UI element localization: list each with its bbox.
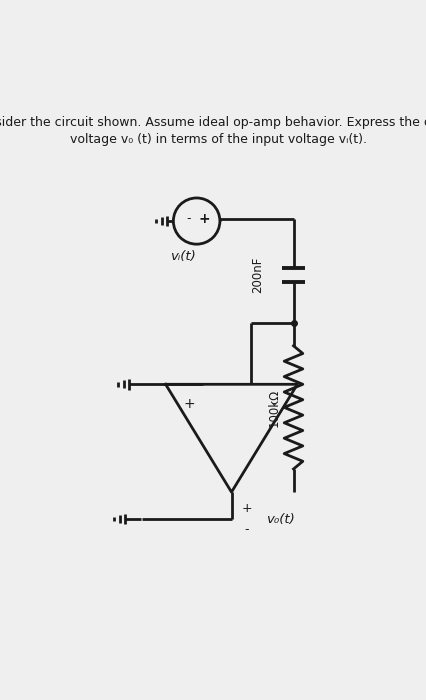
Text: v₀(t): v₀(t) xyxy=(266,512,295,526)
Text: vᵢ(t): vᵢ(t) xyxy=(170,250,196,263)
Text: 200nF: 200nF xyxy=(251,257,264,293)
Text: -: - xyxy=(272,397,276,410)
Text: -: - xyxy=(187,212,191,225)
Text: +: + xyxy=(242,502,252,514)
Text: +: + xyxy=(199,211,210,225)
Text: Consider the circuit shown. Assume ideal op-amp behavior. Express the output: Consider the circuit shown. Assume ideal… xyxy=(0,116,426,129)
Text: voltage v₀ (t) in terms of the input voltage vᵢ(t).: voltage v₀ (t) in terms of the input vol… xyxy=(70,133,367,146)
Text: +: + xyxy=(183,396,195,410)
Text: -: - xyxy=(245,524,249,536)
Text: 100kΩ: 100kΩ xyxy=(268,389,281,426)
